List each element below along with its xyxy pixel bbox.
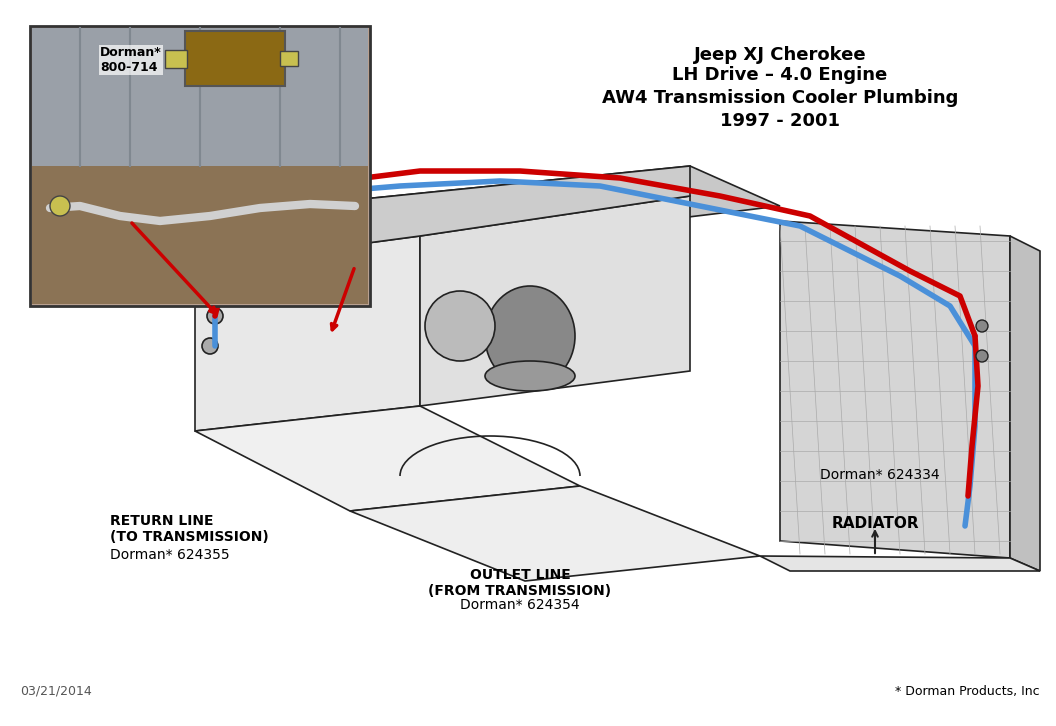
Text: RETURN LINE
(TO TRANSMISSION): RETURN LINE (TO TRANSMISSION)	[110, 514, 268, 544]
Text: OUTLET LINE
(FROM TRANSMISSION): OUTLET LINE (FROM TRANSMISSION)	[429, 568, 611, 598]
Text: 03/21/2014: 03/21/2014	[20, 685, 92, 698]
Polygon shape	[420, 196, 690, 406]
Ellipse shape	[485, 286, 576, 386]
Text: Dorman* 624355: Dorman* 624355	[110, 548, 229, 562]
Bar	[32, 28, 367, 166]
Polygon shape	[760, 556, 1040, 571]
Text: RADIATOR: RADIATOR	[831, 516, 919, 531]
Text: Dorman* 624354: Dorman* 624354	[460, 598, 580, 612]
Text: 1997 - 2001: 1997 - 2001	[720, 112, 840, 130]
Circle shape	[976, 320, 988, 332]
Polygon shape	[195, 236, 420, 431]
Bar	[185, 31, 285, 86]
Circle shape	[425, 291, 495, 361]
Ellipse shape	[485, 361, 576, 391]
Text: * Dorman Products, Inc: * Dorman Products, Inc	[895, 685, 1040, 698]
Text: Dorman* 624334: Dorman* 624334	[821, 468, 940, 482]
Circle shape	[207, 308, 223, 324]
Text: Jeep XJ Cherokee: Jeep XJ Cherokee	[694, 46, 866, 64]
Bar	[280, 51, 298, 66]
Text: Dorman*
800-714: Dorman* 800-714	[100, 46, 162, 74]
Circle shape	[50, 196, 70, 216]
Polygon shape	[350, 486, 760, 581]
Bar	[165, 50, 187, 68]
Circle shape	[976, 350, 988, 362]
FancyBboxPatch shape	[32, 28, 367, 304]
Circle shape	[202, 338, 218, 354]
Polygon shape	[195, 406, 580, 511]
FancyBboxPatch shape	[30, 26, 370, 306]
Text: LH Drive – 4.0 Engine: LH Drive – 4.0 Engine	[673, 66, 888, 84]
Polygon shape	[1010, 236, 1040, 571]
Polygon shape	[195, 166, 780, 266]
Polygon shape	[780, 221, 1010, 558]
Text: AW4 Transmission Cooler Plumbing: AW4 Transmission Cooler Plumbing	[602, 89, 958, 107]
Polygon shape	[195, 166, 690, 266]
